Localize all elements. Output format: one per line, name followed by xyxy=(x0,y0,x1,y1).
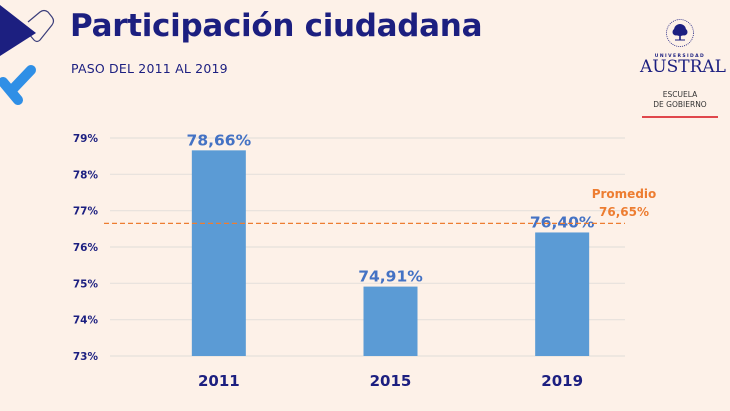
average-label-title: Promedio xyxy=(592,187,657,201)
y-tick-label: 77% xyxy=(73,206,99,218)
data-label-2019: 76,40% xyxy=(530,213,595,231)
tree-seal-icon xyxy=(666,19,694,47)
x-category-label: 2019 xyxy=(541,372,583,390)
x-axis-category-labels: 2011 2015 2019 xyxy=(198,372,583,390)
logo-universidad-text: UNIVERSIDAD xyxy=(654,54,706,59)
rounded-square-outline-icon xyxy=(27,9,55,43)
y-tick-label: 73% xyxy=(73,351,99,363)
data-label-2015: 74,91% xyxy=(358,268,423,286)
average-reference: Promedio 76,65% xyxy=(104,187,657,225)
logo-austral-text: AUSTRAL xyxy=(640,57,726,77)
y-tick-label: 75% xyxy=(73,278,99,290)
bar-2011 xyxy=(191,150,246,356)
page-title: Participación ciudadana xyxy=(70,8,483,44)
x-category-label: 2011 xyxy=(198,372,240,390)
x-category-label: 2015 xyxy=(370,372,412,390)
bars xyxy=(191,150,590,356)
logo-gobierno-text: DE GOBIERNO xyxy=(653,100,707,109)
play-triangle-icon xyxy=(0,5,36,56)
decorative-logo-shapes xyxy=(0,5,55,105)
logo-escuela-text: ESCUELA xyxy=(662,90,698,99)
y-tick-label: 76% xyxy=(73,242,99,254)
average-label-value: 76,65% xyxy=(599,205,649,219)
bar-2019 xyxy=(535,232,590,356)
y-tick-label: 74% xyxy=(73,315,99,327)
data-label-2011: 78,66% xyxy=(187,131,252,149)
y-tick-label: 78% xyxy=(73,169,99,181)
logo-underline xyxy=(642,116,718,118)
universidad-austral-logo: UNIVERSIDAD AUSTRAL ESCUELA DE GOBIERNO xyxy=(640,18,726,118)
y-axis-tick-labels: 73% 74% 75% 76% 77% 78% 79% xyxy=(73,133,99,363)
y-tick-label: 79% xyxy=(73,133,99,145)
checkmark-icon xyxy=(0,65,36,105)
data-labels: 78,66% 74,91% 76,40% xyxy=(187,131,595,285)
page-subtitle: PASO DEL 2011 AL 2019 xyxy=(71,61,228,76)
bar-2015 xyxy=(363,286,418,356)
